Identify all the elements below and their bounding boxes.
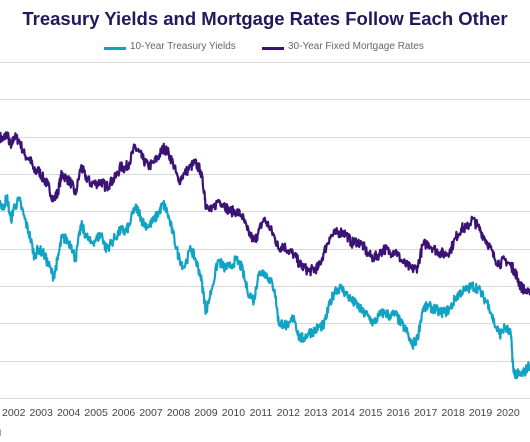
series-line-mortgage (0, 131, 530, 296)
x-tick-label: 2009 (194, 407, 218, 419)
legend-swatch-mortgage (262, 47, 284, 50)
legend-label-treasury: 10-Year Treasury Yields (130, 41, 236, 52)
legend-swatch-treasury (104, 47, 126, 50)
x-tick-label: 2015 (359, 407, 383, 419)
x-tick-label: 2011 (250, 407, 273, 419)
x-tick-label: 2008 (167, 407, 191, 419)
x-tick-label: 2002 (2, 407, 26, 419)
x-tick-label: 2017 (414, 407, 438, 419)
x-tick-label: 2014 (332, 407, 356, 419)
source-note: erg (0, 427, 1, 438)
x-tick-label: 2007 (139, 407, 163, 419)
x-tick-label: 2019 (469, 407, 493, 419)
x-tick-label: 2018 (441, 407, 465, 419)
x-tick-label: 2016 (387, 407, 411, 419)
chart-legend: 10-Year Treasury Yields 30-Year Fixed Mo… (0, 40, 530, 56)
x-tick-label: 2003 (30, 407, 54, 419)
legend-label-mortgage: 30-Year Fixed Mortgage Rates (288, 41, 424, 52)
x-tick-label: 2013 (304, 407, 328, 419)
x-tick-label: 2020 (496, 407, 520, 419)
x-tick-label: 2005 (84, 407, 108, 419)
x-tick-label: 2004 (57, 407, 81, 419)
chart-title: Treasury Yields and Mortgage Rates Follo… (22, 8, 508, 29)
x-tick-label: 2006 (112, 407, 136, 419)
x-tick-label: 2012 (277, 407, 301, 419)
x-tick-label: 2010 (222, 407, 246, 419)
series-line-treasury (0, 194, 530, 380)
